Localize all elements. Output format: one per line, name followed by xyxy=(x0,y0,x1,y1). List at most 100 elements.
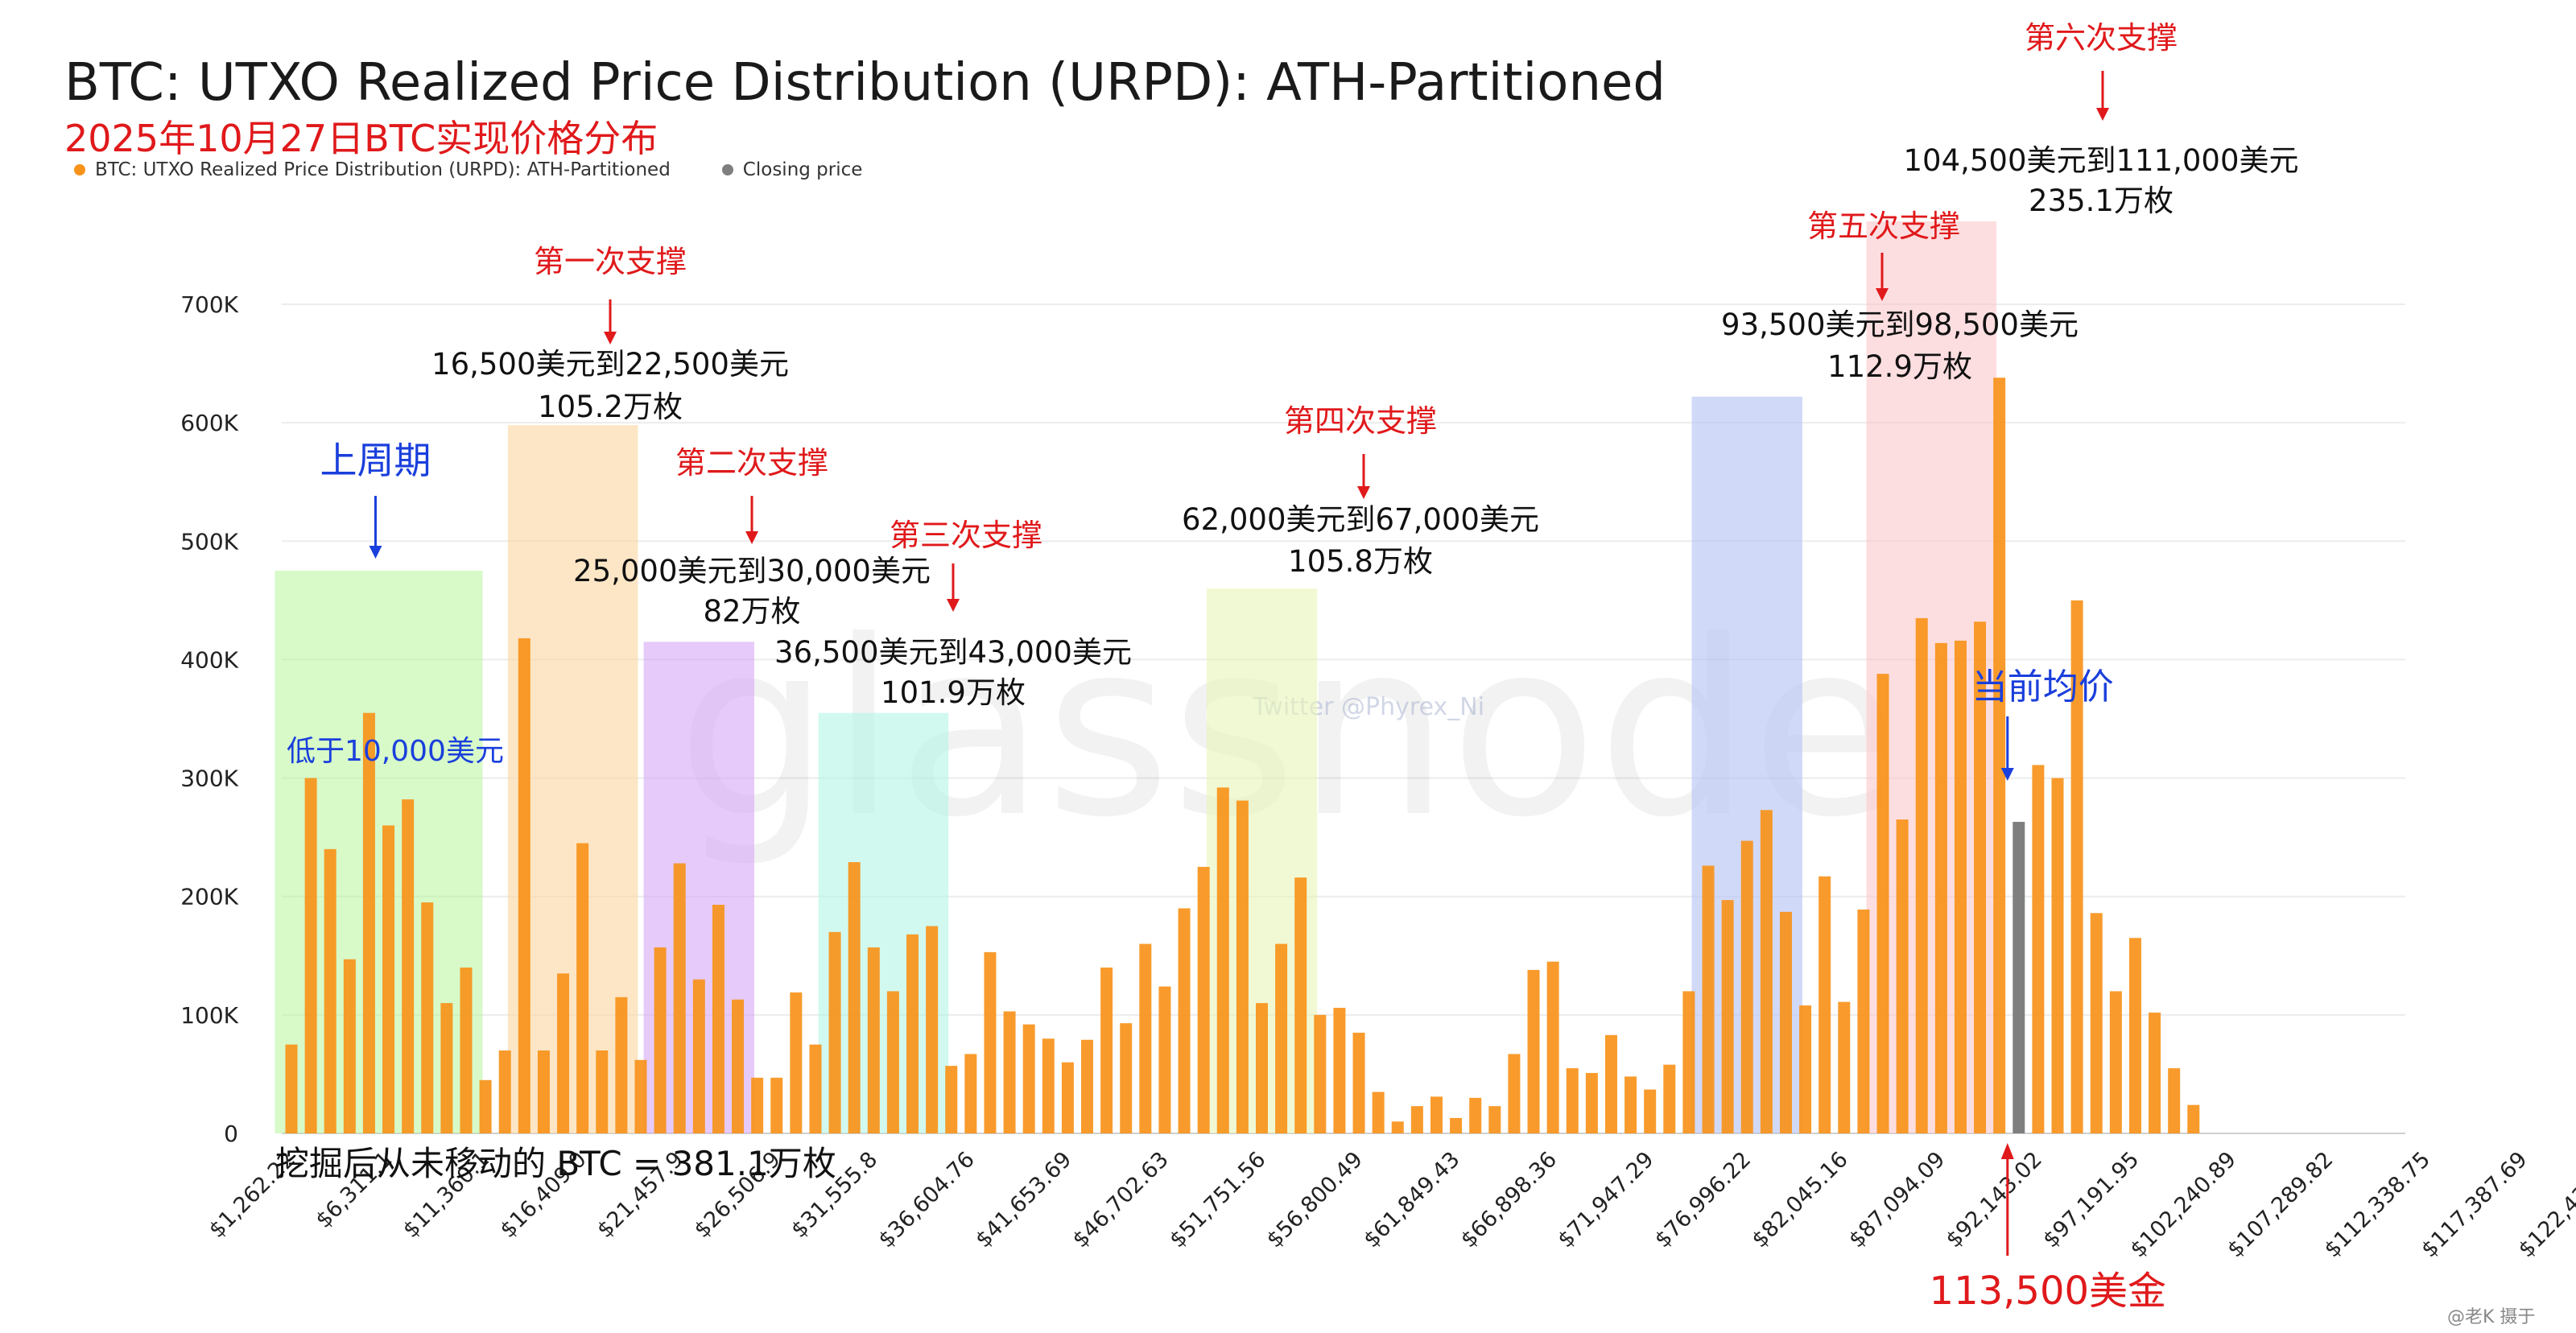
bar[interactable] xyxy=(886,991,899,1133)
bar[interactable] xyxy=(1954,640,1967,1133)
bar[interactable] xyxy=(732,999,745,1133)
bar[interactable] xyxy=(1566,1068,1579,1133)
bar[interactable] xyxy=(615,997,628,1133)
bar[interactable] xyxy=(479,1079,492,1133)
bar[interactable] xyxy=(1216,787,1229,1133)
bar[interactable] xyxy=(1450,1117,1463,1133)
bar[interactable] xyxy=(1760,810,1773,1133)
bar[interactable] xyxy=(402,799,415,1133)
bar[interactable] xyxy=(2149,1012,2161,1133)
legend-item-urpd[interactable]: BTC: UTXO Realized Price Distribution (U… xyxy=(74,159,671,180)
bar[interactable] xyxy=(382,825,395,1133)
bar[interactable] xyxy=(1857,909,1870,1133)
bar[interactable] xyxy=(1993,378,2006,1133)
bar[interactable] xyxy=(828,931,841,1133)
bar[interactable] xyxy=(1838,1001,1851,1133)
bar[interactable] xyxy=(984,951,997,1133)
bar[interactable] xyxy=(1314,1014,1327,1133)
bar[interactable] xyxy=(576,843,589,1134)
bar[interactable] xyxy=(557,973,570,1133)
bar[interactable] xyxy=(1158,986,1171,1133)
closing-price-bar[interactable] xyxy=(2013,822,2025,1133)
bar[interactable] xyxy=(2070,600,2083,1133)
bar[interactable] xyxy=(1275,943,1288,1133)
bar[interactable] xyxy=(945,1066,958,1133)
bar[interactable] xyxy=(1003,1011,1016,1133)
bar[interactable] xyxy=(1469,1097,1482,1133)
bar[interactable] xyxy=(770,1077,783,1133)
bar[interactable] xyxy=(848,862,861,1133)
bar[interactable] xyxy=(1585,1072,1598,1133)
bar[interactable] xyxy=(596,1050,609,1133)
bar[interactable] xyxy=(809,1044,822,1133)
bar[interactable] xyxy=(1702,865,1715,1133)
bar[interactable] xyxy=(1042,1038,1055,1133)
bar[interactable] xyxy=(518,638,530,1133)
bar[interactable] xyxy=(1644,1089,1657,1133)
bar[interactable] xyxy=(1876,674,1889,1133)
bar[interactable] xyxy=(673,863,686,1133)
bar[interactable] xyxy=(2168,1068,2181,1133)
bar[interactable] xyxy=(1236,800,1249,1133)
bar[interactable] xyxy=(1974,621,1987,1133)
bar[interactable] xyxy=(1256,1003,1268,1133)
bar[interactable] xyxy=(1410,1106,1423,1133)
bar[interactable] xyxy=(906,934,919,1133)
bar[interactable] xyxy=(926,926,939,1134)
bar[interactable] xyxy=(1663,1064,1676,1133)
bar[interactable] xyxy=(1372,1092,1385,1134)
bar[interactable] xyxy=(1934,642,1947,1133)
bar[interactable] xyxy=(304,778,317,1133)
bar[interactable] xyxy=(1488,1106,1501,1133)
bar[interactable] xyxy=(1818,876,1831,1133)
bar[interactable] xyxy=(1022,1024,1035,1133)
bar[interactable] xyxy=(790,992,803,1133)
bar[interactable] xyxy=(1100,968,1113,1133)
bar[interactable] xyxy=(654,947,667,1133)
bar[interactable] xyxy=(634,1059,647,1133)
bar[interactable] xyxy=(964,1054,977,1133)
bar[interactable] xyxy=(285,1044,298,1133)
bar[interactable] xyxy=(1740,840,1753,1133)
bar[interactable] xyxy=(1139,943,1152,1133)
bar[interactable] xyxy=(2128,938,2141,1133)
bar[interactable] xyxy=(537,1050,550,1133)
bar[interactable] xyxy=(1061,1062,1074,1133)
bar[interactable] xyxy=(1527,969,1540,1133)
bar[interactable] xyxy=(1197,866,1210,1133)
bar[interactable] xyxy=(1352,1032,1365,1133)
bar[interactable] xyxy=(1430,1096,1443,1133)
bar[interactable] xyxy=(1333,1008,1346,1133)
bar[interactable] xyxy=(712,905,724,1133)
bar[interactable] xyxy=(1178,908,1191,1133)
bar[interactable] xyxy=(324,848,336,1133)
bar[interactable] xyxy=(867,947,880,1133)
bar[interactable] xyxy=(1508,1054,1521,1133)
bar[interactable] xyxy=(1604,1034,1617,1133)
bar[interactable] xyxy=(1120,1023,1133,1133)
bar[interactable] xyxy=(1799,1005,1812,1133)
bar[interactable] xyxy=(1915,617,1928,1133)
bar[interactable] xyxy=(1624,1076,1637,1133)
bar[interactable] xyxy=(440,1003,453,1133)
bar[interactable] xyxy=(751,1077,764,1133)
legend-item-closing-price[interactable]: Closing price xyxy=(721,159,862,180)
bar[interactable] xyxy=(1682,991,1695,1133)
bar[interactable] xyxy=(1779,911,1792,1133)
bar[interactable] xyxy=(2109,991,2122,1133)
bar[interactable] xyxy=(460,968,473,1133)
bar[interactable] xyxy=(2051,778,2064,1133)
bar[interactable] xyxy=(343,959,356,1133)
bar[interactable] xyxy=(1721,900,1734,1133)
bar[interactable] xyxy=(362,712,375,1133)
bar[interactable] xyxy=(421,902,434,1133)
bar[interactable] xyxy=(1896,819,1909,1133)
bar[interactable] xyxy=(1391,1121,1404,1133)
bar[interactable] xyxy=(498,1050,511,1133)
bar[interactable] xyxy=(692,979,705,1133)
bar[interactable] xyxy=(2187,1104,2200,1133)
bar[interactable] xyxy=(1294,877,1307,1133)
bar[interactable] xyxy=(2090,913,2103,1133)
bar[interactable] xyxy=(2032,765,2045,1133)
bar[interactable] xyxy=(1081,1039,1094,1133)
